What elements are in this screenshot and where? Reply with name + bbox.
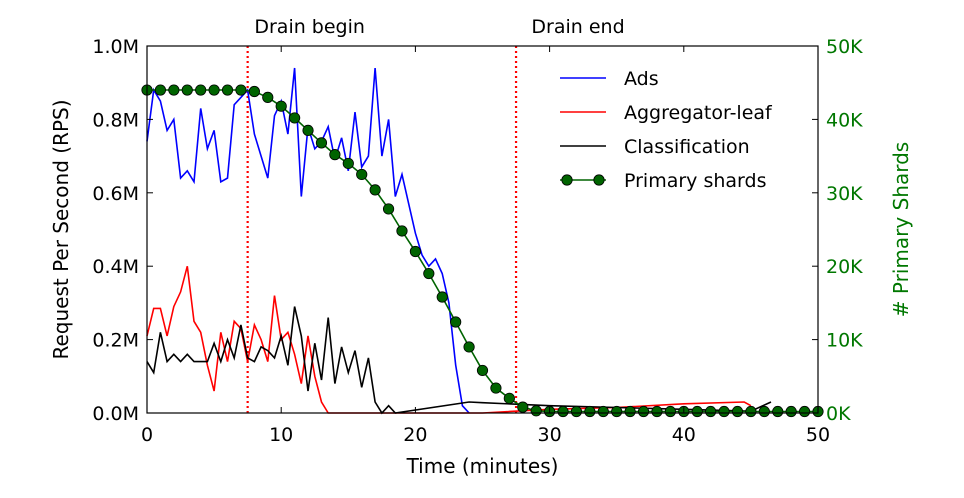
shard-point [664,405,676,418]
shard-point [503,392,515,404]
shard-point [154,84,167,96]
legend-label: Classification [624,136,750,158]
shard-point [262,91,274,103]
shard-point [289,112,301,124]
legend-label: Ads [624,68,659,90]
shard-point [356,168,368,181]
shard-point [570,405,583,418]
shard-point [772,405,784,418]
x-tick-label: 40 [672,424,696,446]
x-tick-label: 30 [538,424,562,446]
shard-point [557,405,569,418]
shard-point [624,405,636,418]
y2-tick-label: 40K [826,109,863,131]
x-tick-label: 0 [141,424,153,446]
shard-point [798,405,811,418]
shard-point [315,137,328,149]
legend-label: Aggregator-leaf [624,102,773,124]
shard-point [611,405,623,418]
shard-point [396,225,408,237]
shard-point [584,405,596,418]
shard-point [195,84,207,96]
shard-point [221,84,234,96]
shard-point [450,316,462,328]
shard-point [382,203,395,215]
annotation-drain-end: Drain end [531,16,624,38]
series-line-classification [146,306,772,415]
y-axis-label: Request Per Second (RPS) [49,99,73,359]
y2-tick-label: 20K [826,256,863,278]
legend-marker [561,174,573,186]
x-tick-label: 20 [403,424,427,446]
primary-shards-markers [141,84,824,418]
shard-point [785,405,797,418]
annotation-drain-begin: Drain begin [254,16,365,38]
y2-axis-ticks: 0K 10K 20K 30K 40K 50K [812,36,863,425]
y-tick-label: 0.0M [92,403,139,425]
y2-tick-label: 30K [826,183,863,205]
shard-point [369,184,381,196]
y2-tick-label: 10K [826,330,863,352]
shard-point [208,84,220,96]
x-tick-label: 50 [806,424,830,446]
shard-point [235,84,247,96]
shard-point [758,405,770,418]
y-tick-label: 0.2M [92,330,139,352]
y-tick-label: 0.6M [92,183,139,205]
shard-point [275,100,287,112]
shard-point [745,405,757,418]
shard-point [168,84,180,96]
x-tick-label: 10 [269,424,293,446]
shard-point [705,405,717,418]
y-tick-label: 1.0M [92,36,139,58]
legend: Ads Aggregator-leaf Classification Primary … [560,68,773,192]
plot-frame [146,45,819,414]
legend-marker [593,174,605,186]
shard-point [302,124,314,137]
shard-point [530,405,542,417]
legend-label: Primary shards [624,170,766,192]
shard-point [436,291,448,303]
shard-point [691,405,703,418]
shard-point [423,267,435,280]
shard-point [731,405,744,418]
shard-point [181,84,193,96]
y2-tick-label: 50K [826,36,863,58]
shard-point [597,405,609,418]
shard-point [718,405,730,418]
shard-point [476,364,489,377]
y2-axis-label: # Primary Shards [889,142,913,317]
y2-tick-label: 0K [826,403,851,425]
shard-point [637,405,650,418]
shard-point [342,157,354,170]
shard-point [248,85,260,98]
x-axis-label: Time (minutes) [406,454,559,478]
y-axis-ticks: 0.0M 0.2M 0.4M 0.6M 0.8M 1.0M [92,36,153,425]
y-tick-label: 0.4M [92,256,139,278]
x-axis-ticks: 0 10 20 30 40 50 [141,46,830,446]
shard-point [463,341,475,353]
shard-point [490,382,502,394]
shard-point [517,401,529,413]
y-tick-label: 0.8M [92,109,139,131]
shard-point [409,245,421,258]
shard-point [651,405,663,418]
shard-point [329,149,341,161]
